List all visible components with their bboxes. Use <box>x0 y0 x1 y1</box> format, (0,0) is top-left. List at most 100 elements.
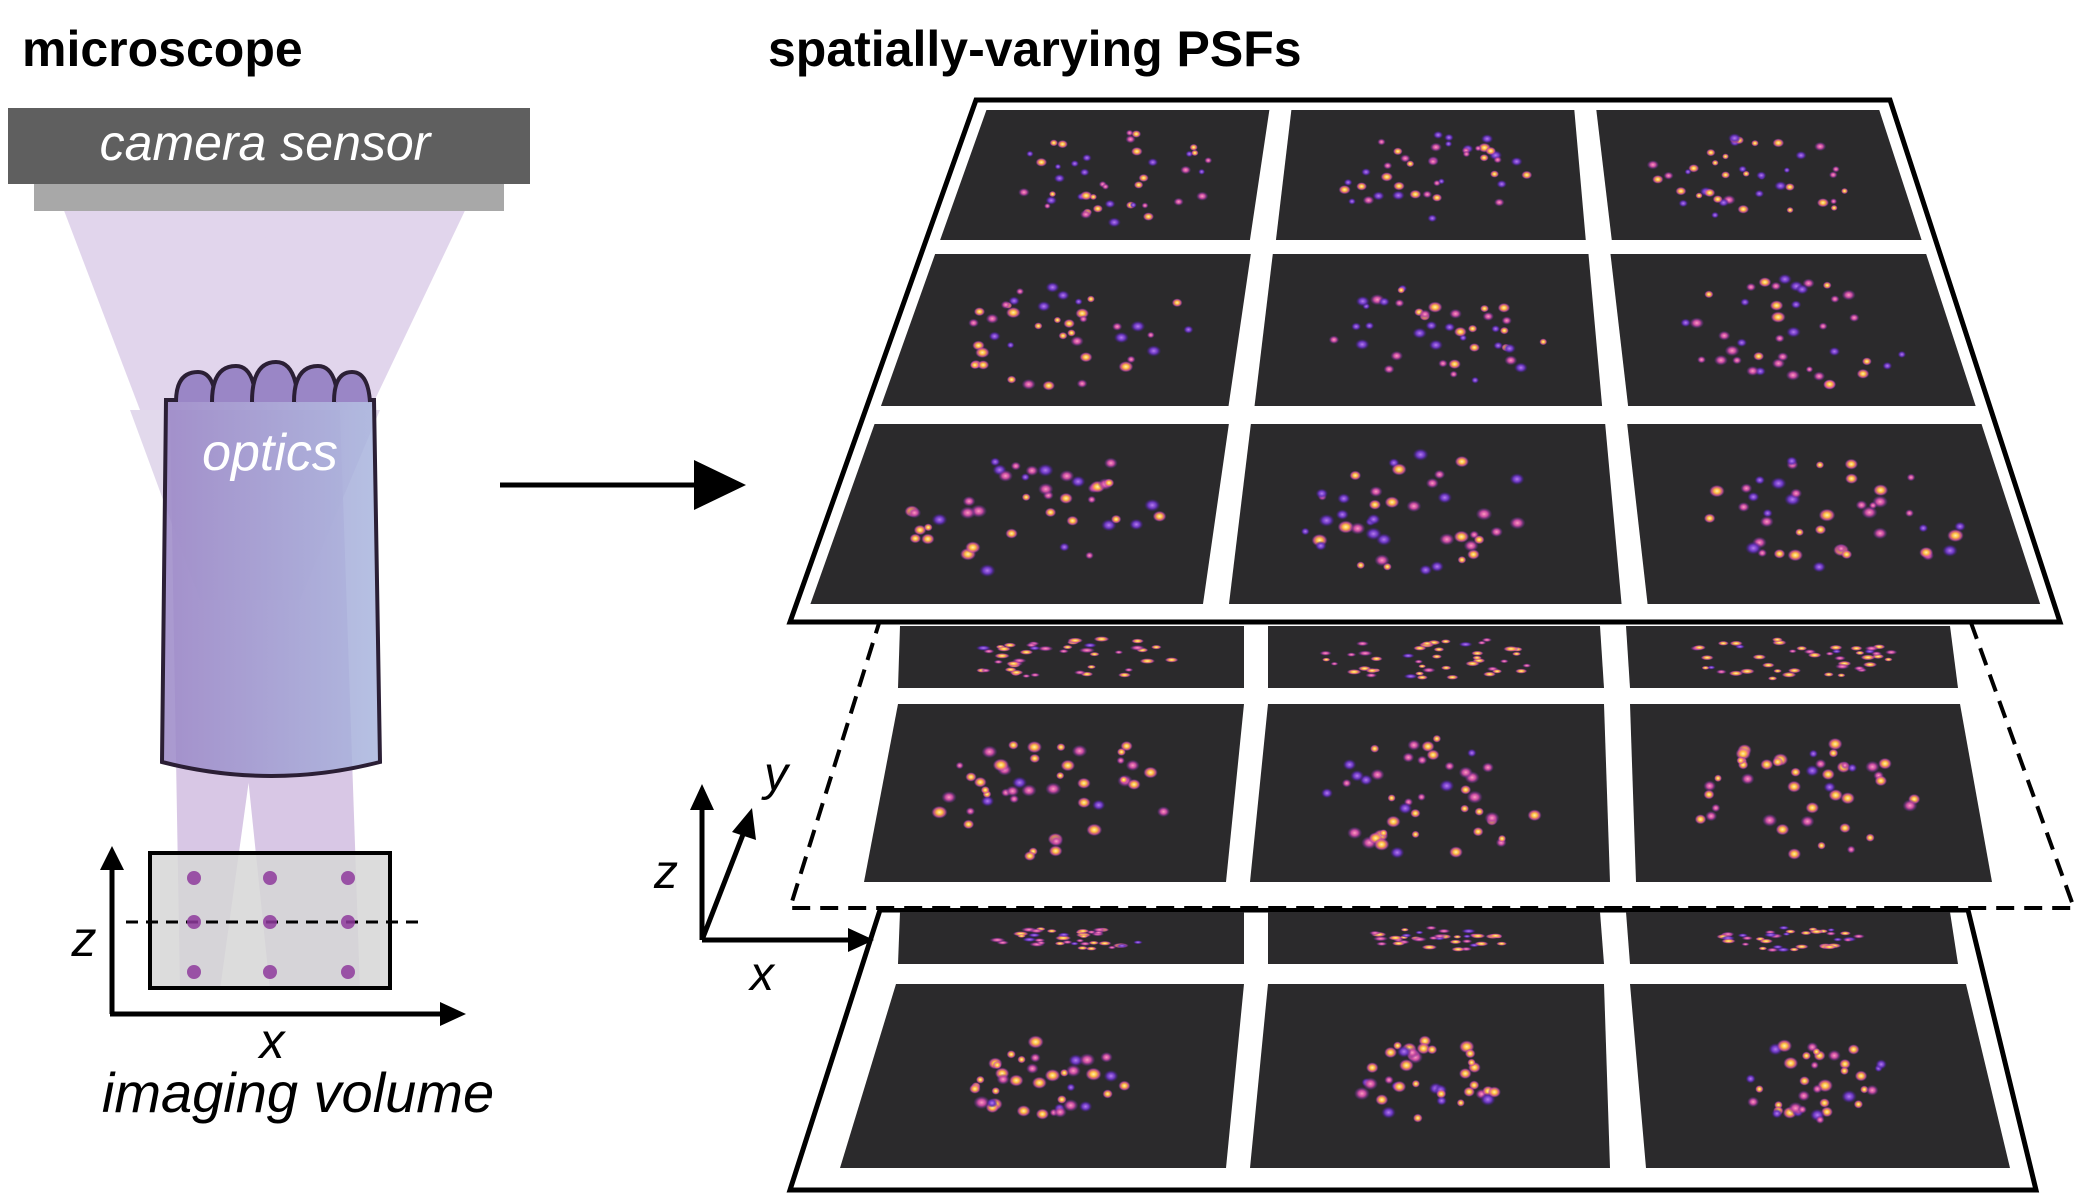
psf-spot <box>1833 655 1846 661</box>
psf-spot <box>1048 190 1057 198</box>
psf-spot <box>1370 656 1383 662</box>
psf-spot <box>1770 311 1786 323</box>
camera-sensor-strip <box>34 184 504 211</box>
psf-spot <box>1046 928 1057 934</box>
psf-spot <box>1019 649 1034 655</box>
psf-spot <box>1703 789 1715 800</box>
psf-spot <box>1522 663 1532 668</box>
transition-arrow <box>500 460 746 510</box>
psf-spot <box>1391 463 1407 476</box>
psf-spot <box>1117 672 1132 678</box>
psf-spot <box>1864 645 1879 652</box>
psf-spot <box>1785 369 1801 381</box>
psf-spot <box>1737 933 1749 938</box>
psf-spot <box>1754 189 1765 198</box>
psf-spot <box>1432 130 1444 140</box>
psf-spot <box>1684 168 1692 175</box>
psf-spot <box>1721 938 1736 944</box>
psf-spot <box>1414 659 1424 664</box>
psf-spot <box>1439 779 1455 793</box>
psf-spot <box>1133 181 1144 189</box>
psf-spot <box>1449 939 1462 945</box>
psf-spot <box>1011 776 1028 789</box>
psf-spot <box>1762 813 1778 827</box>
psf-spot <box>1027 1035 1044 1049</box>
psf-spot <box>1794 944 1809 950</box>
psf-spot <box>1085 551 1094 560</box>
psf-spot <box>1063 318 1075 329</box>
bead <box>187 871 201 885</box>
psf-spot <box>1781 671 1797 678</box>
psf-spot <box>1796 645 1808 651</box>
psf-spot <box>1438 359 1448 368</box>
psf-spot <box>1844 473 1859 484</box>
psf-spot <box>1861 506 1878 519</box>
psf-spot <box>1335 509 1349 520</box>
psf-spot <box>973 776 987 788</box>
psf-spot <box>1070 160 1080 168</box>
psf-spot <box>1086 823 1103 837</box>
psf-spot <box>996 1073 1010 1085</box>
psf-spot <box>1694 814 1707 825</box>
psf-spot <box>1848 313 1860 323</box>
psf-spot <box>1839 931 1852 936</box>
psf-spot <box>1855 500 1868 510</box>
psf-spot <box>1393 181 1405 191</box>
psf-spot <box>1425 320 1438 331</box>
psf-spot <box>1482 311 1495 322</box>
psf-spot <box>985 313 999 324</box>
psf-spot <box>1474 807 1485 816</box>
psf-spot <box>1357 650 1373 657</box>
psf-spot <box>955 761 964 770</box>
psf-spot <box>1008 296 1020 306</box>
psf-spot <box>1384 1075 1394 1085</box>
psf-spot <box>1143 766 1158 779</box>
psf-spot <box>1805 801 1820 814</box>
psf-spot <box>1504 355 1518 366</box>
psf-spot <box>1772 138 1785 148</box>
psf-spot <box>1465 660 1480 667</box>
psf-spot <box>1904 509 1915 518</box>
psf-spot <box>1918 523 1929 533</box>
psf-spot <box>1372 936 1389 942</box>
psf-tile <box>1630 704 1992 882</box>
psf-spot <box>1745 282 1757 292</box>
psf-spot <box>1865 760 1880 773</box>
psf-spot <box>1753 351 1765 361</box>
psf-spot <box>1374 554 1390 567</box>
psf-spot <box>1347 826 1363 840</box>
psf-spot <box>1808 749 1819 759</box>
psf-spot <box>980 668 991 673</box>
psf-spot <box>962 496 976 507</box>
psf-spot <box>1373 838 1390 851</box>
psf-spot <box>1078 1053 1096 1067</box>
psf-spot <box>1402 752 1415 763</box>
psf-spot <box>1315 488 1329 499</box>
psf-spot <box>1783 167 1791 174</box>
psf-spot <box>1328 335 1340 345</box>
psf-spot <box>1022 937 1037 943</box>
psf-spot <box>1173 197 1184 206</box>
psf-spot <box>1493 341 1504 350</box>
psf-spot <box>1341 778 1352 788</box>
psf-spot <box>1027 932 1041 938</box>
psf-spot <box>1467 1058 1476 1067</box>
psf-spot <box>1795 284 1809 295</box>
psf-spot <box>1884 657 1893 662</box>
psf-spot <box>1837 673 1846 678</box>
psf-spot <box>1431 654 1443 659</box>
psf-spot <box>1413 645 1427 651</box>
psf-spot <box>1412 327 1427 339</box>
psf-spot <box>1366 513 1381 525</box>
psf-spot <box>1870 651 1883 657</box>
psf-spot <box>1759 938 1774 944</box>
psf-spot <box>1411 1079 1421 1088</box>
psf-spot <box>1406 160 1415 168</box>
psf-spot <box>1129 645 1146 651</box>
psf-spot <box>1787 548 1804 562</box>
psf-spot <box>1695 192 1703 199</box>
psf-spot <box>1479 153 1489 162</box>
psf-spot <box>1705 810 1718 822</box>
psf-spot <box>1680 318 1692 328</box>
